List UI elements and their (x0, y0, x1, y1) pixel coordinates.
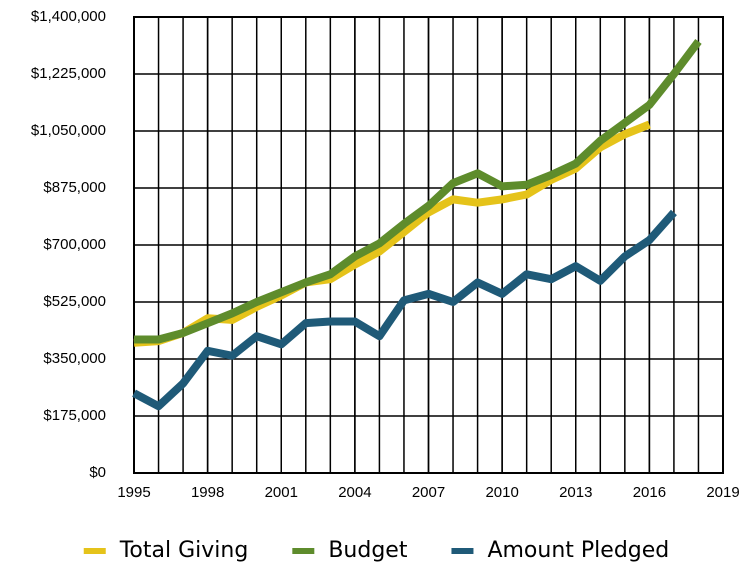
y-tick-label: $875,000 (43, 179, 106, 196)
x-tick-label: 2004 (338, 484, 371, 501)
y-tick-label: $1,225,000 (31, 65, 106, 82)
legend-label: Total Giving (119, 538, 249, 563)
legend-label: Budget (328, 538, 408, 563)
plot-frame (133, 16, 724, 474)
y-tick-label: $350,000 (43, 350, 106, 367)
x-tick-label: 2001 (265, 484, 298, 501)
x-tick-label: 2016 (633, 484, 666, 501)
x-tick-label: 2019 (706, 484, 739, 501)
y-tick-label: $1,050,000 (31, 122, 106, 139)
y-tick-label: $700,000 (43, 236, 106, 253)
x-tick-label: 1995 (117, 484, 150, 501)
y-tick-label: $175,000 (43, 407, 106, 424)
y-tick-label: $1,400,000 (31, 8, 106, 25)
y-tick-label: $0 (89, 464, 106, 481)
x-tick-label: 1998 (191, 484, 224, 501)
x-tick-label: 2013 (559, 484, 592, 501)
x-tick-label: 2007 (412, 484, 445, 501)
y-tick-label: $525,000 (43, 293, 106, 310)
line-series (134, 39, 702, 344)
x-tick-label: 2010 (485, 484, 518, 501)
line-series (132, 209, 677, 411)
legend-label: Amount Pledged (487, 538, 669, 563)
